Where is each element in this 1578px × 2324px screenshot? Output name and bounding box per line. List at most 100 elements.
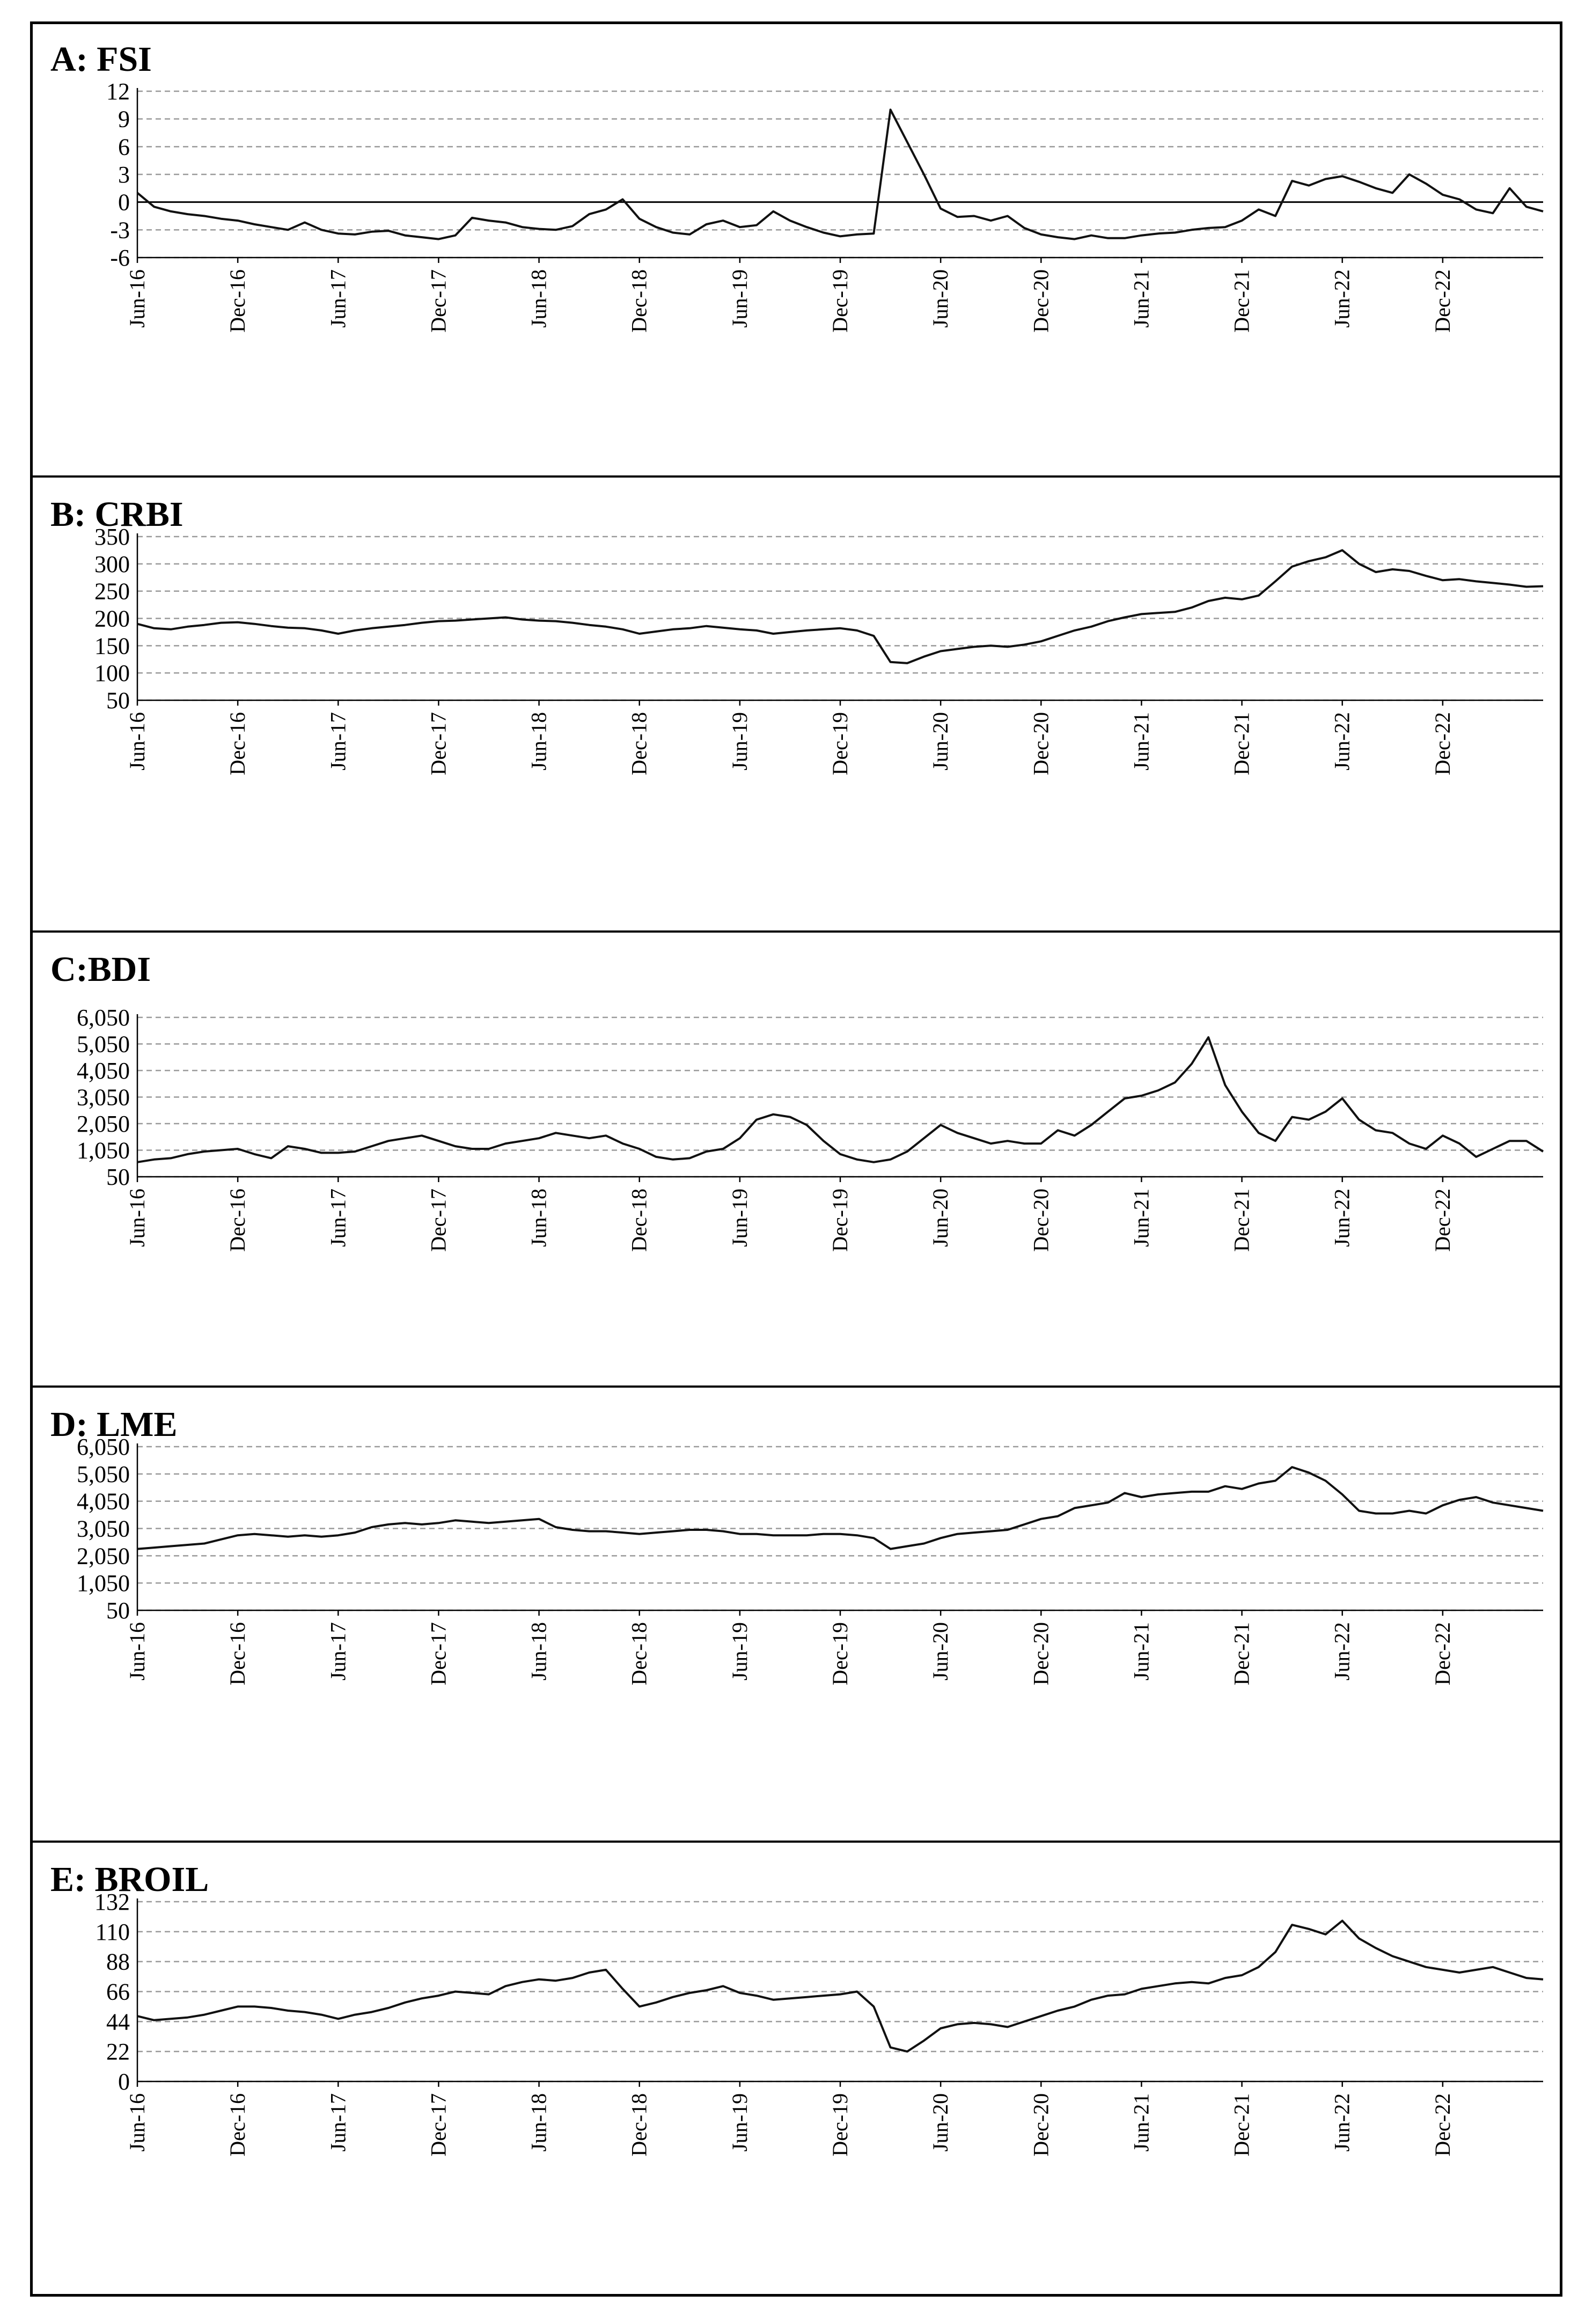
x-tick-label: Dec-19 (828, 2093, 852, 2157)
y-tick-label: 110 (96, 1919, 130, 1945)
y-tick-label: 1,050 (77, 1570, 130, 1596)
x-tick-label: Jun-19 (728, 2093, 752, 2152)
x-tick-label: Dec-21 (1230, 2093, 1254, 2157)
y-tick-label: 132 (94, 1889, 130, 1915)
y-tick-label: 9 (118, 106, 130, 133)
x-tick-label: Jun-22 (1330, 269, 1354, 328)
x-tick-label: Jun-20 (928, 1189, 952, 1247)
panel-c: C:BDI6,0505,0504,0503,0502,0501,05050Jun… (30, 930, 1562, 1252)
x-tick-label: Jun-19 (728, 269, 752, 328)
x-tick-label: Jun-16 (125, 269, 149, 328)
series-line-c (137, 1036, 1544, 1163)
x-tick-label: Dec-17 (426, 1189, 450, 1252)
y-tick-label: 0 (118, 2069, 130, 2095)
x-tick-label: Jun-18 (527, 1189, 551, 1247)
x-tick-label: Jun-17 (326, 1622, 350, 1681)
x-tick-label: Dec-20 (1029, 2093, 1053, 2157)
x-tick-label: Dec-17 (426, 1622, 450, 1685)
y-tick-label: 12 (106, 78, 130, 105)
x-tick-label: Dec-18 (627, 712, 651, 775)
x-tick-label: Dec-21 (1230, 269, 1254, 333)
x-tick-label: Jun-16 (125, 712, 149, 771)
y-tick-label: 5,050 (77, 1461, 130, 1487)
x-tick-label: Dec-18 (627, 269, 651, 333)
x-tick-label: Jun-18 (527, 1622, 551, 1681)
x-tick-label: Dec-19 (828, 1189, 852, 1252)
x-tick-label: Dec-17 (426, 2093, 450, 2157)
y-tick-label: 4,050 (77, 1058, 130, 1084)
x-tick-label: Dec-18 (627, 2093, 651, 2157)
x-tick-label: Jun-16 (125, 2093, 149, 2152)
x-tick-label: Dec-19 (828, 712, 852, 775)
x-tick-label: Jun-18 (527, 269, 551, 328)
x-tick-label: Dec-19 (828, 1622, 852, 1685)
y-tick-label: 44 (106, 2008, 130, 2035)
x-tick-label: Jun-17 (326, 1189, 350, 1247)
x-tick-label: Jun-21 (1129, 712, 1153, 771)
series-line-a (136, 108, 1544, 240)
y-tick-label: 88 (106, 1949, 130, 1975)
x-tick-label: Jun-21 (1129, 2093, 1153, 2152)
y-tick-label: 250 (94, 578, 130, 605)
x-tick-label: Dec-22 (1430, 1189, 1455, 1252)
x-tick-label: Dec-21 (1230, 712, 1254, 775)
x-tick-label: Dec-20 (1029, 712, 1053, 775)
figure-frame (30, 21, 1562, 2297)
x-tick-label: Jun-22 (1330, 2093, 1354, 2152)
series-line-e (137, 1919, 1544, 2053)
x-tick-label: Dec-20 (1029, 1189, 1053, 1252)
x-tick-label: Dec-22 (1430, 2093, 1455, 2157)
x-tick-label: Jun-22 (1330, 712, 1354, 771)
x-tick-label: Dec-16 (225, 2093, 249, 2157)
x-tick-label: Dec-16 (225, 269, 249, 333)
figure: A: FSI 12 9 6 3 0 -3 -6 Jun-16 Dec-16 Jun-17 Dec-17… (30, 21, 1562, 2297)
x-tick-label: Jun-18 (527, 712, 551, 771)
x-tick-label: Jun-19 (728, 1189, 752, 1247)
y-tick-label: 300 (94, 551, 130, 577)
x-tick-label: Dec-22 (1430, 1622, 1455, 1685)
y-tick-label: 6 (118, 134, 130, 160)
x-tick-label: Dec-22 (1430, 712, 1455, 775)
y-tick-label: 50 (106, 1164, 130, 1190)
y-tick-label: 2,050 (77, 1543, 130, 1569)
x-tick-label: Dec-18 (627, 1622, 651, 1685)
panel-title: B: CRBI (50, 495, 184, 534)
y-tick-label: -3 (110, 217, 130, 243)
panel-title: D: LME (50, 1405, 177, 1444)
x-tick-label: Dec-17 (426, 269, 450, 333)
series-line-d (137, 1466, 1544, 1550)
y-tick-label: 6,050 (77, 1005, 130, 1031)
y-tick-label: 50 (106, 1597, 130, 1624)
x-tick-label: Dec-21 (1230, 1189, 1254, 1252)
y-tick-label: 6,050 (77, 1434, 130, 1460)
y-tick-label: 66 (106, 1979, 130, 2005)
x-tick-label: Dec-16 (225, 712, 249, 775)
x-tick-label: Jun-20 (928, 269, 952, 328)
x-tick-label: Jun-20 (928, 2093, 952, 2152)
y-tick-label: 0 (118, 189, 130, 216)
panel-title: E: BROIL (50, 1860, 209, 1899)
series-line-b (137, 549, 1544, 664)
x-tick-label: Jun-17 (326, 712, 350, 771)
y-tick-label: 1,050 (77, 1138, 130, 1164)
x-tick-label: Jun-21 (1129, 1622, 1153, 1681)
x-tick-label: Jun-21 (1129, 269, 1153, 328)
x-tick-label: Jun-21 (1129, 1189, 1153, 1247)
y-tick-label: 200 (94, 606, 130, 632)
y-tick-label: 2,050 (77, 1111, 130, 1137)
y-tick-label: 3,050 (77, 1516, 130, 1542)
x-tick-label: Jun-20 (928, 1622, 952, 1681)
y-tick-label: 3 (118, 162, 130, 188)
y-tick-label: 4,050 (77, 1489, 130, 1515)
x-tick-label: Dec-16 (225, 1622, 249, 1685)
x-tick-label: Jun-17 (326, 269, 350, 328)
y-tick-label: 150 (94, 633, 130, 659)
x-tick-label: Jun-20 (928, 712, 952, 771)
x-tick-label: Jun-16 (125, 1622, 149, 1681)
panel-title: C:BDI (50, 950, 151, 989)
x-tick-label: Dec-19 (828, 269, 852, 333)
x-tick-label: Jun-19 (728, 1622, 752, 1681)
